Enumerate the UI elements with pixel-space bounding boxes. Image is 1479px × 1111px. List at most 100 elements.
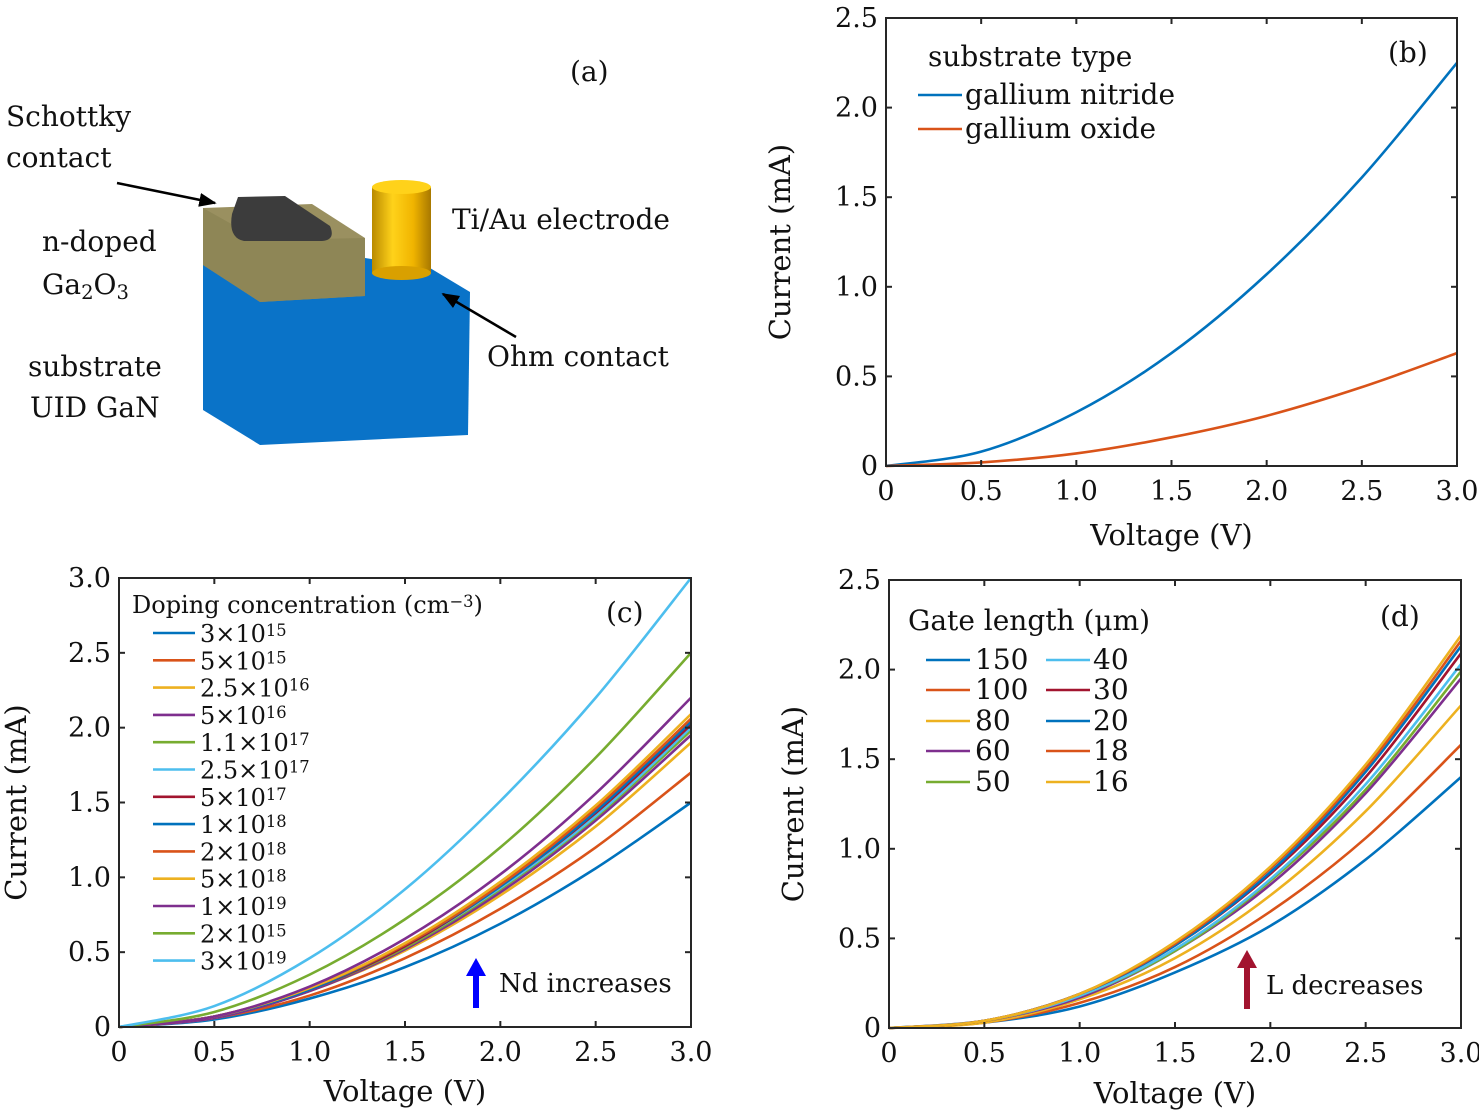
y-tick-label: 1.5 [68,788,111,819]
electrode-cylinder [372,187,431,273]
x-tick-label: 3.0 [1436,476,1479,507]
series-line-0 [885,61,1459,468]
series-line-12 [118,577,693,1029]
panel-label-a: (a) [570,55,609,88]
y-tick-label: 0 [864,1013,881,1044]
x-tick-label: 0 [110,1037,127,1068]
legend-label: 1×1019 [200,893,287,921]
legend-item: 2×1015 [153,920,287,948]
electrode-label: Ti/Au electrode [452,203,670,236]
legend-item: gallium oxide [918,112,1156,145]
y-tick-label: 0 [861,451,878,482]
y-tick-label: 2.0 [68,713,111,744]
legend-label: 2.5×1016 [200,675,310,703]
chart-d: 0 0.5 1.0 1.5 2.0 2.5 3.0 0 0.5 1.0 1.5 2.0 2.5 Volta… [776,565,1479,1110]
legend-item: 2.5×1016 [153,675,310,703]
legend-label: gallium oxide [965,112,1156,145]
x-tick-label: 2.0 [479,1037,522,1068]
legend-item: 3×1019 [153,948,287,976]
legend-item: 50 [926,765,1011,798]
legend-item: 18 [1046,734,1129,767]
legend-item: 2.5×1017 [153,757,310,785]
legend-item: 150 [926,643,1028,676]
legend-label: 80 [975,704,1011,737]
x-tick-label: 2.0 [1249,1038,1292,1069]
chart-b: 0 0.5 1.0 1.5 2.0 2.5 3.0 0 0.5 1.0 1.5 2.0 2.5 Volta… [763,3,1478,552]
legend-label: 50 [975,765,1011,798]
annotation-text: L decreases [1266,971,1424,1001]
legend-item: 80 [926,704,1011,737]
legend-item: 2×1018 [153,838,287,866]
y-tick-label: 2.5 [838,565,881,596]
chart-c: 0 0.5 1.0 1.5 2.0 2.5 3.0 0 0.5 1.0 1.5 2.0 2.5 3.0 Vo… [0,563,712,1108]
schottky-arrow-icon [116,181,217,207]
electrode-top [372,180,431,194]
y-tick-label: 1.0 [838,834,881,865]
y-tick-label: 0.5 [838,923,881,954]
panel-a-device-schematic: (a) Schottky contact n-doped Ga2O3 subst… [6,55,670,445]
legend: Doping concentration (cm−3)3×10155×10152… [132,591,483,976]
panel-label-c: (c) [606,596,644,629]
legend-label: 18 [1093,734,1129,767]
legend-item: 20 [1046,704,1129,737]
y-tick-label: 0 [94,1012,111,1043]
legend-item: 5×1016 [153,702,287,730]
annotation-arrowhead-icon [1237,950,1257,968]
x-tick-label: 0.5 [193,1037,236,1068]
x-tick-label: 2.5 [1344,1038,1387,1069]
legend-label: 150 [975,643,1028,676]
legend-label: 3×1019 [200,948,287,976]
legend-label: 2.5×1017 [200,757,310,785]
y-axis-label: Current (mA) [776,706,810,902]
y-tick-label: 1.5 [835,182,878,213]
legend-title: substrate type [928,40,1132,73]
legend-item: 3×1015 [153,620,287,648]
legend-item: 1×1018 [153,811,287,839]
y-tick-label: 1.5 [838,744,881,775]
x-tick-label: 0 [877,476,894,507]
legend-label: 30 [1093,673,1129,706]
substrate-label: substrate [28,350,162,383]
legend-item: 1.1×1017 [153,729,310,757]
x-tick-label: 1.0 [288,1037,331,1068]
panel-label-d: (d) [1380,600,1420,633]
legend-label: 5×1017 [200,784,287,812]
schottky-label-2: contact [6,141,112,174]
series-line-1 [885,351,1458,468]
x-tick-label: 0.5 [963,1038,1006,1069]
x-tick-label: 0.5 [960,476,1003,507]
x-tick-label: 2.5 [1340,476,1383,507]
legend-label: gallium nitride [965,78,1175,111]
legend-label: 1.1×1017 [200,729,310,757]
x-tick-label: 1.5 [1154,1038,1197,1069]
legend-item: 60 [926,734,1011,767]
series-line-9 [888,634,1463,1030]
electrode-bottom [372,266,431,280]
panel-label-b: (b) [1388,36,1428,69]
legend-item: 30 [1046,673,1129,706]
legend-label: 1×1018 [200,811,287,839]
legend-label: 5×1016 [200,702,287,730]
y-tick-label: 0.5 [68,937,111,968]
schottky-contact [231,196,332,241]
substrate-label-2: UID GaN [30,391,160,424]
substrate-block [203,258,470,445]
ohm-contact-label: Ohm contact [487,340,670,373]
legend-label: 100 [975,673,1028,706]
x-tick-label: 2.0 [1245,476,1288,507]
y-tick-label: 1.0 [68,862,111,893]
legend-label: 60 [975,734,1011,767]
series-line-10 [118,696,692,1029]
y-axis-label: Current (mA) [763,144,797,340]
legend-item: 5×1017 [153,784,287,812]
y-tick-label: 2.0 [838,655,881,686]
x-tick-label: 3.0 [1440,1038,1479,1069]
legend-label: 3×1015 [200,620,287,648]
annotation-text: Nd increases [499,969,672,999]
legend-item: gallium nitride [918,78,1175,111]
legend-label: 16 [1093,765,1129,798]
x-tick-label: 1.5 [1150,476,1193,507]
x-tick-label: 0 [880,1038,897,1069]
